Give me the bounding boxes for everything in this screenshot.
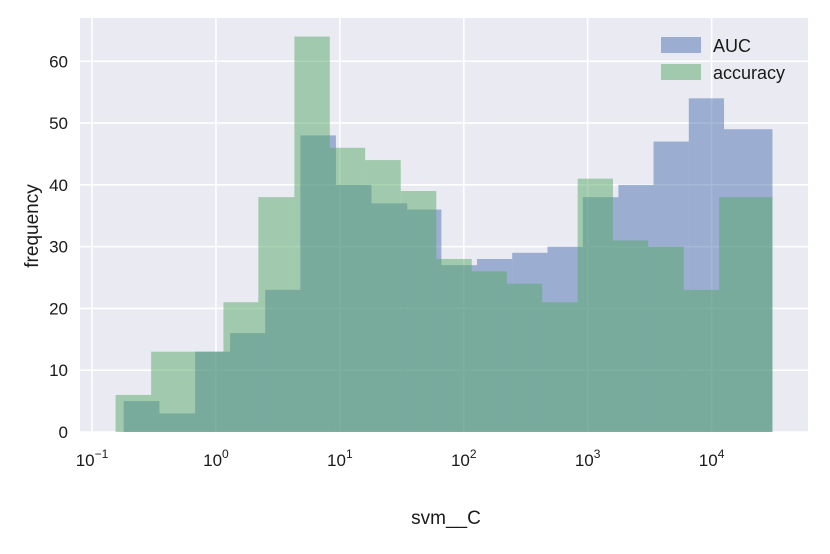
y-tick-label: 10 [49, 361, 68, 380]
histogram-bar [294, 36, 330, 432]
x-axis-label: svm__C [411, 508, 481, 529]
legend-item: AUC [661, 36, 751, 56]
histogram-bar [223, 302, 259, 432]
series-accuracy [115, 36, 773, 433]
histogram-bar [258, 197, 295, 432]
y-tick-label: 30 [49, 238, 68, 257]
histogram-bar [719, 197, 773, 432]
legend: AUC accuracy [661, 36, 785, 83]
x-tick-label: 104 [699, 447, 725, 470]
histogram-bar [400, 191, 437, 432]
y-tick-label: 50 [49, 114, 68, 133]
histogram-bar [115, 394, 152, 432]
y-tick-label: 0 [59, 423, 68, 442]
histogram-bar [577, 178, 613, 432]
legend-swatch [661, 64, 701, 80]
x-tick-label: 101 [327, 447, 353, 470]
histogram-bar [471, 271, 507, 432]
x-tick-label: 10−1 [76, 447, 109, 470]
histogram-bar [365, 160, 401, 433]
x-tick-label: 103 [575, 447, 601, 470]
histogram-bar [187, 351, 224, 432]
legend-item: accuracy [661, 63, 785, 83]
histogram-bar [436, 258, 472, 432]
histogram-bar [506, 283, 543, 432]
histogram-bar [612, 240, 649, 432]
legend-label: accuracy [713, 63, 785, 83]
y-tick-label: 20 [49, 299, 68, 318]
legend-label: AUC [713, 36, 751, 56]
histogram-bar [151, 351, 188, 432]
x-tick-label: 100 [203, 447, 229, 470]
histogram-bar [329, 147, 366, 432]
x-tick-labels: 10−1 100 101 102 103 104 [76, 447, 725, 470]
histogram-bar [683, 289, 720, 432]
x-tick-label: 102 [451, 447, 477, 470]
histogram-bars [115, 36, 773, 433]
y-tick-label: 40 [49, 176, 68, 195]
histogram-bar [648, 246, 684, 432]
y-tick-label: 60 [49, 52, 68, 71]
y-axis-label: frequency [22, 184, 43, 268]
histogram-bar [542, 302, 578, 432]
y-tick-labels: 0 10 20 30 40 50 60 [49, 52, 68, 442]
legend-swatch [661, 37, 701, 53]
